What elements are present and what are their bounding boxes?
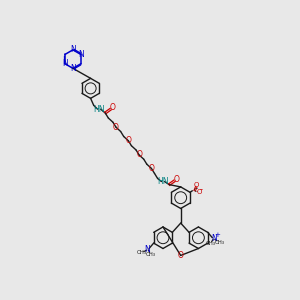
Text: O: O <box>136 151 142 160</box>
Text: O: O <box>196 188 202 194</box>
Text: N: N <box>211 234 217 243</box>
Text: O: O <box>178 251 184 260</box>
Text: N: N <box>78 50 84 59</box>
Text: +: + <box>214 232 220 238</box>
Text: O: O <box>194 182 199 188</box>
Text: HN: HN <box>157 177 169 186</box>
Text: O: O <box>148 164 154 173</box>
Text: CH₃: CH₃ <box>206 242 216 246</box>
Text: HN: HN <box>93 105 105 114</box>
Text: O: O <box>174 175 180 184</box>
Text: C: C <box>194 188 198 193</box>
Text: CH₃: CH₃ <box>146 252 156 257</box>
Text: O: O <box>110 103 116 112</box>
Text: N: N <box>70 64 76 73</box>
Text: -: - <box>200 185 203 194</box>
Text: CH₃: CH₃ <box>136 250 146 255</box>
Text: CH₃: CH₃ <box>215 240 225 245</box>
Text: O: O <box>125 136 131 145</box>
Text: N: N <box>62 59 68 68</box>
Text: N: N <box>145 245 150 254</box>
Text: N: N <box>70 45 76 54</box>
Text: O: O <box>113 123 119 132</box>
